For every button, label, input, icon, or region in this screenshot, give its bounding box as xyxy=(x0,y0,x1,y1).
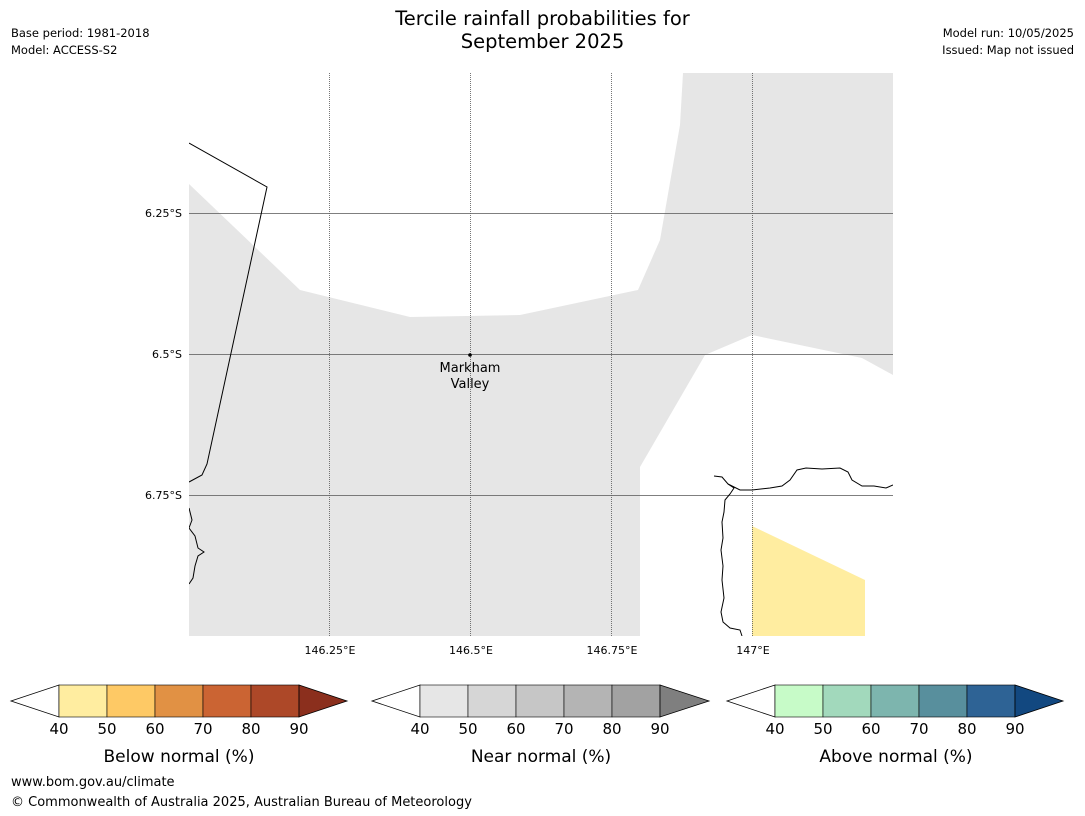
place-label-line2: Valley xyxy=(451,377,490,392)
colorbar-near-normal-tick-90: 90 xyxy=(650,720,669,738)
colorbar-above-normal-extension-high xyxy=(1014,684,1065,718)
colorbar-above-normal-cell-50 xyxy=(822,684,872,718)
colorbar-above-normal: Above normal (%) 40 50 60 70 80 90 xyxy=(725,684,1065,767)
place-marker-markham-valley: Markham Valley xyxy=(440,353,501,392)
colorbar-below-normal-tick-80: 80 xyxy=(241,720,260,738)
colorbar-below-normal: Below normal (%) 40 50 60 70 80 90 xyxy=(9,684,349,767)
colorbar-above-normal-cell-40 xyxy=(774,684,824,718)
colorbar-near-normal-cell-40 xyxy=(419,684,469,718)
place-label-line1: Markham xyxy=(440,361,501,376)
lon-label-146-5: 146.5°E xyxy=(449,644,493,657)
colorbar-above-normal-tick-60: 60 xyxy=(861,720,880,738)
colorbar-title-below-normal: Below normal (%) xyxy=(104,747,255,767)
colorbar-near-normal-cell-80 xyxy=(611,684,661,718)
colorbar-above-normal-cell-60 xyxy=(870,684,920,718)
colorbar-below-normal-cell-40 xyxy=(58,684,108,718)
colorbar-above-normal-tick-40: 40 xyxy=(765,720,784,738)
colorbar-near-normal-tick-80: 80 xyxy=(602,720,621,738)
forecast-map: Markham Valley 6.25°S 6.5°S 6.75°S 146.2… xyxy=(145,73,893,657)
issued-text: Issued: Map not issued xyxy=(942,43,1074,57)
colorbar-title-above-normal: Above normal (%) xyxy=(819,747,972,767)
map-gridlines xyxy=(189,73,893,636)
colorbar-near-normal-tick-40: 40 xyxy=(410,720,429,738)
colorbar-title-near-normal: Near normal (%) xyxy=(471,747,611,767)
lon-label-147: 147°E xyxy=(736,644,769,657)
west-coast-fragment xyxy=(189,507,205,585)
metadata-right: Model run: 10/05/2025 Issued: Map not is… xyxy=(942,25,1074,59)
colorbar-near-normal: Near normal (%) 40 50 60 70 80 90 xyxy=(370,684,711,767)
map-title-line1: Tercile rainfall probabilities for xyxy=(395,7,690,30)
colorbar-near-normal-cell-70 xyxy=(563,684,613,718)
lat-label-6-75: 6.75°S xyxy=(145,489,182,502)
model-text: Model: ACCESS-S2 xyxy=(11,43,118,57)
huon-gulf-coastline xyxy=(713,475,743,636)
colorbar-below-normal-cell-60 xyxy=(154,684,204,718)
base-period-text: Base period: 1981-2018 xyxy=(11,26,150,40)
colorbar-near-normal-cell-60 xyxy=(515,684,565,718)
colorbar-below-normal-tick-50: 50 xyxy=(97,720,116,738)
colorbar-near-normal-extension-high xyxy=(659,684,711,718)
lat-label-6-25: 6.25°S xyxy=(145,207,182,220)
lon-label-146-75: 146.75°E xyxy=(587,644,638,657)
colorbar-near-normal-tick-70: 70 xyxy=(554,720,573,738)
colorbar-near-normal-tick-60: 60 xyxy=(506,720,525,738)
colorbar-above-normal-cell-70 xyxy=(918,684,968,718)
lat-label-6-5: 6.5°S xyxy=(152,348,182,361)
colorbar-above-normal-tick-80: 80 xyxy=(957,720,976,738)
metadata-left: Base period: 1981-2018 Model: ACCESS-S2 xyxy=(11,25,150,59)
colorbar-near-normal-extension-low xyxy=(370,684,421,718)
colorbar-below-normal-tick-40: 40 xyxy=(49,720,68,738)
colorbar-below-normal-cell-50 xyxy=(106,684,156,718)
map-title: Tercile rainfall probabilities for Septe… xyxy=(0,7,1085,53)
footer-copyright: © Commonwealth of Australia 2025, Austra… xyxy=(11,795,472,810)
colorbar-below-normal-cell-80 xyxy=(250,684,300,718)
coastlines xyxy=(189,142,893,636)
colorbar-near-normal-cell-50 xyxy=(467,684,517,718)
colorbar-below-normal-cell-70 xyxy=(202,684,252,718)
longitude-labels: 146.25°E 146.5°E 146.75°E 147°E xyxy=(305,644,770,657)
colorbar-above-normal-tick-50: 50 xyxy=(813,720,832,738)
colorbar-below-normal-extension-low xyxy=(9,684,60,718)
below-normal-probability-area xyxy=(752,526,865,636)
border-line xyxy=(189,142,268,483)
colorbar-near-normal-tick-50: 50 xyxy=(458,720,477,738)
map-title-line2: September 2025 xyxy=(460,30,625,53)
place-dot xyxy=(468,353,472,357)
colorbar-below-normal-extension-high xyxy=(298,684,349,718)
colorbar-above-normal-tick-90: 90 xyxy=(1005,720,1024,738)
colorbar-above-normal-cell-80 xyxy=(966,684,1016,718)
latitude-labels: 6.25°S 6.5°S 6.75°S xyxy=(145,207,182,502)
northern-coastline xyxy=(727,467,893,491)
colorbar-above-normal-extension-low xyxy=(725,684,776,718)
colorbar-below-normal-tick-90: 90 xyxy=(289,720,308,738)
model-run-text: Model run: 10/05/2025 xyxy=(942,26,1074,40)
colorbar-below-normal-tick-70: 70 xyxy=(193,720,212,738)
colorbar-above-normal-tick-70: 70 xyxy=(909,720,928,738)
colorbar-below-normal-tick-60: 60 xyxy=(145,720,164,738)
lon-label-146-25: 146.25°E xyxy=(305,644,356,657)
footer-url: www.bom.gov.au/climate xyxy=(11,775,175,790)
